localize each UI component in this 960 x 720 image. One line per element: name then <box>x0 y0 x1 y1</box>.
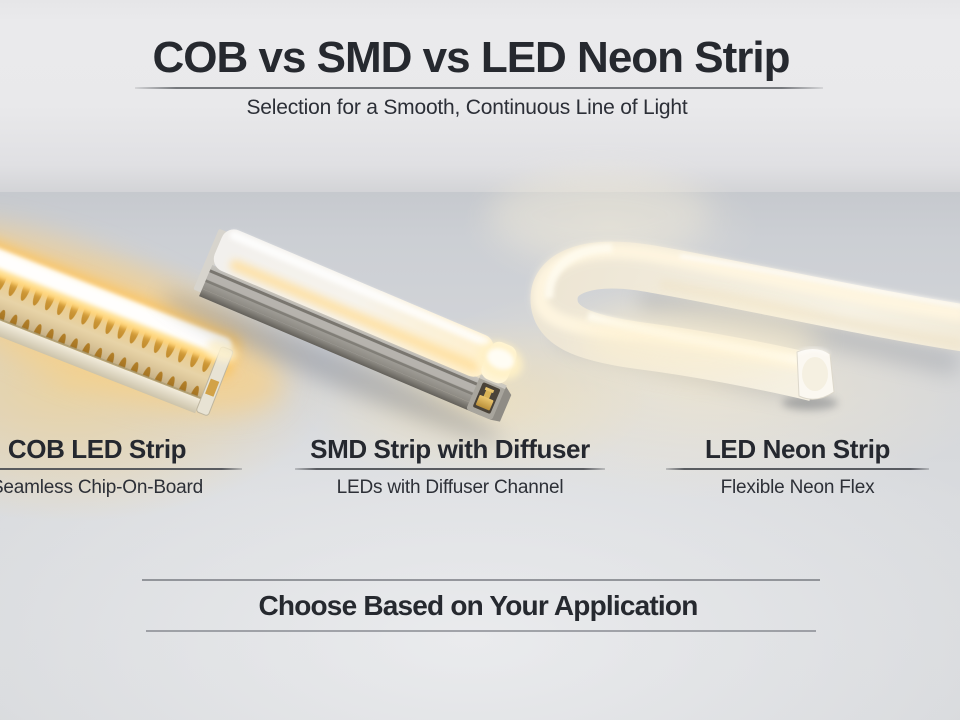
product-name: LED Neon Strip <box>704 434 891 464</box>
page-subtitle: Selection for a Smooth, Continuous Line … <box>246 96 688 119</box>
caption-divider <box>666 468 929 471</box>
caption-divider <box>0 468 242 471</box>
smd-strip-with-diffuser-photo <box>161 229 523 442</box>
caption-led-neon-strip: LED Neon Strip Flexible Neon Flex <box>666 434 929 499</box>
product-description: Flexible Neon Flex <box>720 477 875 499</box>
cob-led-strip-photo <box>0 221 283 416</box>
caption-smd-strip-with-diffuser: SMD Strip with Diffuser LEDs with Diffus… <box>295 434 605 499</box>
title-divider <box>135 87 823 89</box>
footer-tagline: Choose Based on Your Application <box>258 590 698 621</box>
caption-cob-led-strip: COB LED Strip Seamless Chip-On-Board <box>0 434 242 499</box>
product-name: SMD Strip with Diffuser <box>310 434 590 464</box>
led-neon-strip-photo <box>490 170 960 410</box>
product-name: COB LED Strip <box>7 434 187 464</box>
footer-divider-bottom <box>146 630 816 632</box>
caption-divider <box>295 468 605 471</box>
product-description: Seamless Chip-On-Board <box>0 477 204 499</box>
footer-divider-top <box>142 579 820 581</box>
page-title: COB vs SMD vs LED Neon Strip <box>152 33 790 82</box>
product-description: LEDs with Diffuser Channel <box>336 477 564 499</box>
